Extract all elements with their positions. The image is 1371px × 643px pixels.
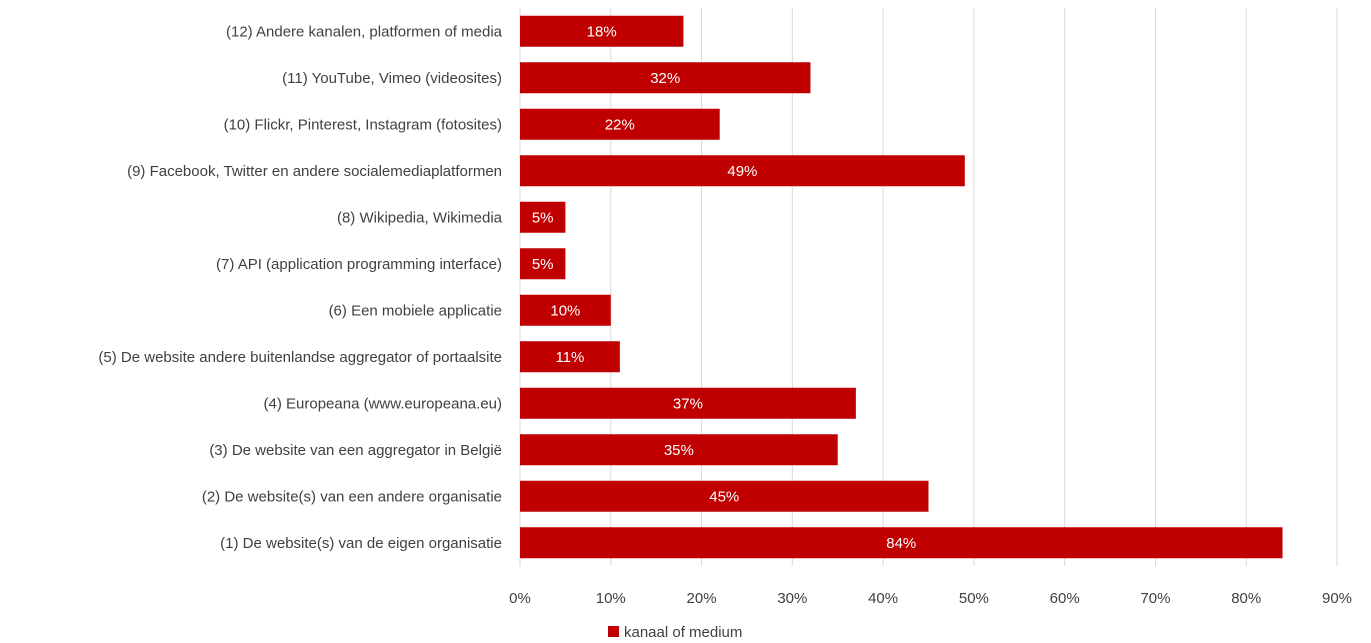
category-labels: (12) Andere kanalen, platformen of media…: [98, 23, 502, 552]
bar-value-label-6: 5%: [532, 256, 554, 273]
bar-value-label-8: 11%: [555, 349, 584, 366]
x-tick-label-10: 10%: [596, 590, 626, 607]
bar-value-label-10: 35%: [664, 442, 694, 459]
bar-12: [520, 527, 1283, 559]
bar-1: [520, 15, 684, 47]
bar-value-label-7: 10%: [550, 302, 580, 319]
grid-lines: [519, 8, 1338, 566]
bar-6: [520, 248, 566, 280]
bar-4: [520, 155, 965, 187]
x-tick-label-90: 90%: [1322, 590, 1352, 607]
category-label-2: (11) YouTube, Vimeo (videosites): [282, 70, 502, 87]
legend: kanaal of medium: [608, 624, 742, 641]
bar-value-label-12: 84%: [886, 535, 916, 552]
bar-10: [520, 434, 838, 466]
bar-value-label-5: 5%: [532, 209, 554, 226]
bar-value-label-2: 32%: [650, 70, 680, 87]
bar-value-label-9: 37%: [673, 395, 703, 412]
x-tick-label-30: 30%: [777, 590, 807, 607]
category-label-1: (12) Andere kanalen, platformen of media: [226, 23, 503, 40]
category-label-5: (8) Wikipedia, Wikimedia: [337, 209, 503, 226]
x-tick-label-80: 80%: [1231, 590, 1261, 607]
x-tick-label-20: 20%: [687, 590, 717, 607]
bar-value-label-4: 49%: [727, 163, 757, 180]
bar-11: [520, 480, 929, 512]
bar-7: [520, 294, 611, 326]
category-label-7: (6) Een mobiele applicatie: [329, 302, 502, 319]
category-label-3: (10) Flickr, Pinterest, Instagram (fotos…: [224, 116, 502, 133]
legend-label: kanaal of medium: [624, 624, 742, 641]
x-tick-label-0: 0%: [509, 590, 531, 607]
category-label-10: (3) De website van een aggregator in Bel…: [209, 442, 502, 459]
bar-value-label-3: 22%: [605, 116, 635, 133]
bar-3: [520, 108, 720, 140]
x-tick-labels: 0% 10% 20% 30% 40% 50% 60% 70% 80% 90%: [509, 590, 1352, 607]
bars: [520, 15, 1283, 559]
x-tick-label-50: 50%: [959, 590, 989, 607]
bar-labels: 18% 32% 22% 49% 5% 5% 10% 11% 37% 35% 45% 84%: [532, 23, 916, 552]
category-label-6: (7) API (application programming interfa…: [216, 256, 502, 273]
category-label-8: (5) De website andere buitenlandse aggre…: [98, 349, 502, 366]
x-tick-label-70: 70%: [1140, 590, 1170, 607]
x-tick-label-60: 60%: [1050, 590, 1080, 607]
category-label-4: (9) Facebook, Twitter en andere socialem…: [127, 163, 502, 180]
x-tick-label-40: 40%: [868, 590, 898, 607]
bar-2: [520, 62, 811, 94]
bar-value-label-1: 18%: [587, 23, 617, 40]
legend-swatch: [608, 626, 619, 637]
bar-value-label-11: 45%: [709, 488, 739, 505]
bar-5: [520, 201, 566, 233]
bar-8: [520, 341, 620, 373]
category-label-11: (2) De website(s) van een andere organis…: [202, 488, 502, 505]
bar-9: [520, 387, 856, 419]
category-label-9: (4) Europeana (www.europeana.eu): [264, 395, 502, 412]
category-label-12: (1) De website(s) van de eigen organisat…: [220, 535, 502, 552]
